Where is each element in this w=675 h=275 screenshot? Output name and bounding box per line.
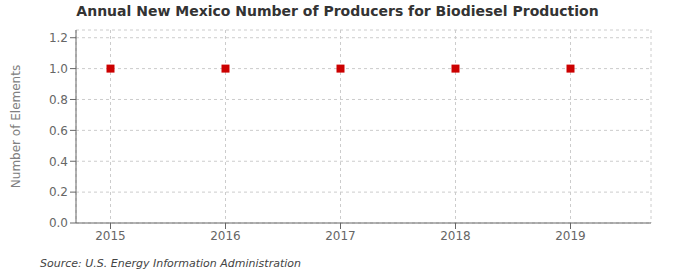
svg-text:2017: 2017	[325, 229, 356, 243]
svg-text:0.2: 0.2	[49, 185, 68, 199]
svg-text:2015: 2015	[95, 229, 126, 243]
html-text:Source: U.S. Energy Informatio: Source: U.S. Energy Information Administ…	[40, 257, 301, 270]
svg-text:1.2: 1.2	[49, 31, 68, 45]
svg-text:2019: 2019	[555, 229, 586, 243]
svg-text:1.0: 1.0	[49, 62, 68, 76]
svg-text:Number of Elements: Number of Elements	[9, 65, 23, 188]
svg-text:0.0: 0.0	[49, 216, 68, 230]
svg-text:0.8: 0.8	[49, 93, 68, 107]
svg-text:0.4: 0.4	[49, 155, 68, 169]
svg-text:2018: 2018	[440, 229, 471, 243]
html-text:Annual New Mexico Number of Pr: Annual New Mexico Number of Producers fo…	[76, 3, 599, 19]
svg-text:0.6: 0.6	[49, 124, 68, 138]
svg-text:2016: 2016	[210, 229, 241, 243]
